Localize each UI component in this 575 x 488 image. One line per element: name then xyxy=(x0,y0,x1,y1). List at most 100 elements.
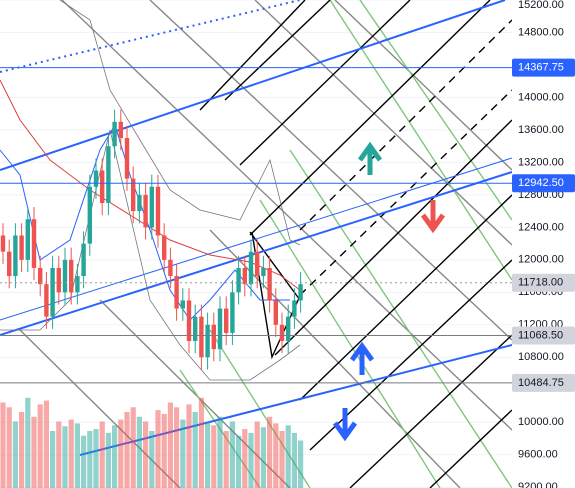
candle-body xyxy=(255,251,260,277)
candle-body xyxy=(44,284,49,317)
candle-body xyxy=(112,121,117,147)
candle-body xyxy=(100,170,105,203)
candle-body xyxy=(174,276,179,309)
volume-bar xyxy=(186,404,192,488)
price-badge xyxy=(512,58,575,77)
volume-bar xyxy=(105,432,111,488)
arrow-down xyxy=(420,200,446,234)
candle-body xyxy=(168,259,173,277)
y-tick-label: 13600.00 xyxy=(518,124,564,136)
volume-bar xyxy=(205,421,211,488)
candle-body xyxy=(205,324,210,358)
candle-body xyxy=(267,267,272,301)
volume-bar xyxy=(74,423,80,488)
fan-line xyxy=(299,89,513,296)
candle-body xyxy=(236,267,241,293)
price-badge-label: 11718.00 xyxy=(518,277,563,289)
candle-body xyxy=(81,243,86,277)
volume-bar xyxy=(174,407,180,488)
volume-bar xyxy=(236,435,242,488)
candle-body xyxy=(50,267,55,317)
gann-line xyxy=(289,149,513,488)
candle-body xyxy=(69,259,74,293)
candle-body xyxy=(62,259,68,293)
volume-bar xyxy=(99,421,105,488)
bollinger-band xyxy=(0,129,301,381)
gann-line xyxy=(259,199,441,488)
candle-body xyxy=(298,284,303,301)
price-badge xyxy=(512,174,575,193)
candle-body xyxy=(242,267,247,285)
y-tick-label: 12400.00 xyxy=(518,221,564,233)
candle-body xyxy=(0,235,6,252)
channel-line xyxy=(0,157,513,321)
candle-body xyxy=(25,219,30,260)
y-tick-label: 10800.00 xyxy=(518,351,564,363)
fan-line xyxy=(349,334,513,488)
volume-bar xyxy=(25,397,31,488)
candle-body xyxy=(199,316,204,358)
gann-line xyxy=(149,0,513,341)
candle-body xyxy=(230,292,235,333)
candle-body xyxy=(31,219,37,268)
candle-body xyxy=(87,186,92,244)
gann-line xyxy=(334,0,513,171)
fan-line xyxy=(249,0,491,236)
fan-line xyxy=(299,19,513,231)
price-badge-label: 14367.75 xyxy=(518,61,564,73)
y-tick-label: 14000.00 xyxy=(518,91,564,103)
volume-bar xyxy=(260,427,266,488)
volume-bar xyxy=(285,425,291,488)
y-tick-label: 13200.00 xyxy=(518,156,564,168)
fan-line xyxy=(239,0,411,166)
candle-body xyxy=(56,267,61,293)
gann-line xyxy=(254,0,513,246)
price-badge xyxy=(512,273,575,292)
candle-body xyxy=(13,235,18,277)
volume-bar xyxy=(0,402,6,488)
volume-bar xyxy=(56,421,62,488)
volume-bar xyxy=(118,419,124,488)
candle-body xyxy=(273,300,278,325)
candle-body xyxy=(137,194,142,212)
candle-body xyxy=(124,138,130,179)
volume-bar xyxy=(223,431,229,488)
volume-bar xyxy=(12,421,18,488)
y-tick-label: 10000.00 xyxy=(518,416,564,428)
volume-bar xyxy=(124,412,130,488)
volume-bar xyxy=(112,425,118,488)
volume-bar xyxy=(50,431,56,488)
candle-body xyxy=(118,121,123,139)
fan-line xyxy=(199,0,306,111)
volume-bar xyxy=(81,435,87,488)
fan-line xyxy=(274,119,513,356)
price-badge xyxy=(512,373,575,392)
candle-body xyxy=(155,186,161,236)
volume-bar xyxy=(248,432,254,488)
candle-body xyxy=(162,235,167,260)
volume-bar xyxy=(149,431,155,488)
y-tick-label: 12000.00 xyxy=(518,254,564,266)
fan-line xyxy=(224,0,331,101)
volume-bar xyxy=(93,429,99,488)
candle-body xyxy=(38,267,43,285)
volume-bar xyxy=(19,412,25,488)
volume-bar xyxy=(273,423,279,488)
candle-body xyxy=(106,146,111,203)
candle-body xyxy=(261,267,266,277)
gann-line xyxy=(329,0,513,281)
volume-bar xyxy=(136,416,142,488)
candle-body xyxy=(149,186,154,228)
candle-body xyxy=(75,276,80,293)
y-tick-label: 9200.00 xyxy=(518,481,558,488)
price-badge-label: 10484.75 xyxy=(518,377,564,389)
volume-bar xyxy=(62,426,68,488)
candle-body xyxy=(286,316,291,342)
arrow-down xyxy=(332,408,358,442)
volume-bar xyxy=(298,440,304,488)
volume-bar xyxy=(192,412,198,488)
candle-body xyxy=(248,251,254,285)
bollinger-band xyxy=(59,0,301,246)
fan-line xyxy=(299,194,513,401)
